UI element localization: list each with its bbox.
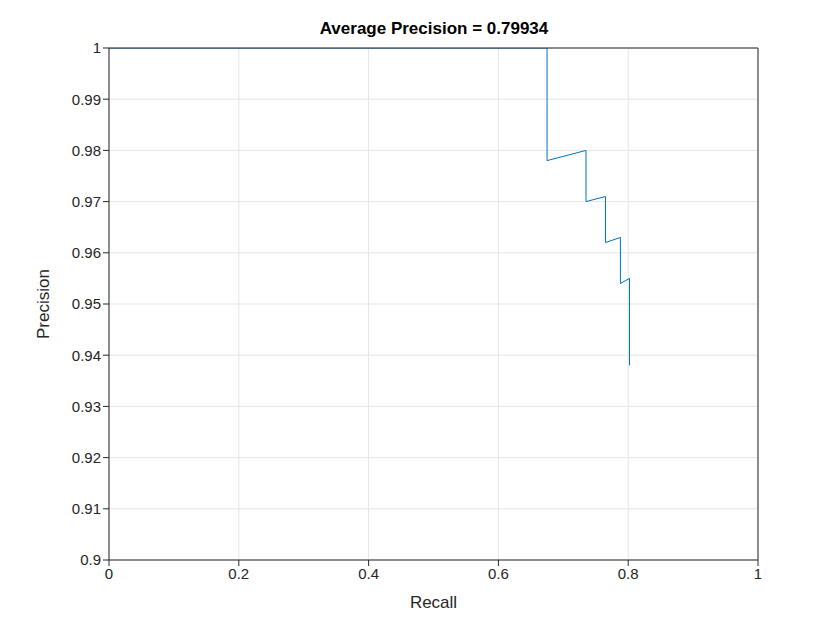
svg-text:0.91: 0.91 (72, 500, 101, 517)
svg-text:0.2: 0.2 (228, 565, 249, 582)
svg-text:0.95: 0.95 (72, 295, 101, 312)
svg-text:0.98: 0.98 (72, 142, 101, 159)
svg-text:1: 1 (754, 565, 762, 582)
svg-text:0.8: 0.8 (618, 565, 639, 582)
svg-text:Precision: Precision (34, 269, 53, 339)
svg-text:0.94: 0.94 (72, 347, 101, 364)
svg-text:0.97: 0.97 (72, 193, 101, 210)
svg-text:0.93: 0.93 (72, 398, 101, 415)
html-text:Average Precision = 0.79934: Average Precision = 0.79934 (319, 19, 549, 38)
svg-text:0.99: 0.99 (72, 91, 101, 108)
svg-text:1: 1 (93, 39, 101, 56)
svg-text:0.4: 0.4 (358, 565, 379, 582)
svg-text:0.92: 0.92 (72, 449, 101, 466)
svg-text:0.96: 0.96 (72, 244, 101, 261)
svg-text:0: 0 (105, 565, 113, 582)
svg-text:0.9: 0.9 (80, 551, 101, 568)
svg-text:Recall: Recall (410, 593, 457, 612)
svg-text:0.6: 0.6 (488, 565, 509, 582)
